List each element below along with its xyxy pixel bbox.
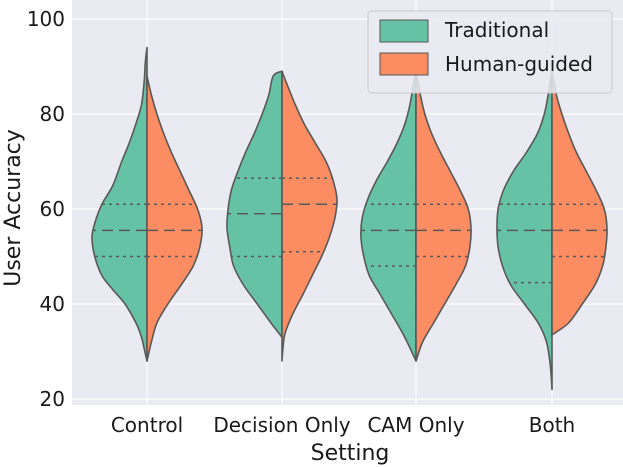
y-tick-label: 40	[40, 292, 65, 316]
violin-half-human-guided	[281, 70, 338, 362]
legend-label-human-guided: Human-guided	[445, 52, 593, 76]
violin-half-traditional	[91, 46, 148, 362]
legend-frame	[367, 10, 613, 94]
violin-half-traditional	[226, 70, 283, 339]
x-tick-label: Decision Only	[213, 413, 350, 437]
y-tick-label: 100	[27, 7, 65, 31]
legend-swatch-traditional	[379, 19, 429, 43]
x-tick-label: Both	[529, 413, 575, 437]
x-tick-label: Control	[111, 413, 183, 437]
legend-swatch-human-guided	[379, 52, 429, 76]
violin-half-human-guided	[146, 75, 203, 362]
y-tick-label: 20	[40, 387, 65, 411]
x-tick-label: CAM Only	[367, 413, 464, 437]
violin-half-human-guided	[415, 70, 472, 362]
y-axis-ticks: 20 40 60 80 100	[27, 7, 65, 411]
legend: Traditional Human-guided	[367, 10, 613, 94]
y-tick-label: 60	[40, 197, 65, 221]
violins	[91, 46, 608, 391]
violin-half-human-guided	[551, 70, 608, 336]
violin-half-traditional	[360, 70, 417, 362]
y-axis-label: User Accuracy	[1, 129, 26, 287]
legend-label-traditional: Traditional	[444, 18, 549, 42]
y-tick-label: 80	[40, 102, 65, 126]
x-axis-ticks: Control Decision Only CAM Only Both	[111, 413, 575, 437]
x-axis-label: Setting	[311, 441, 390, 466]
